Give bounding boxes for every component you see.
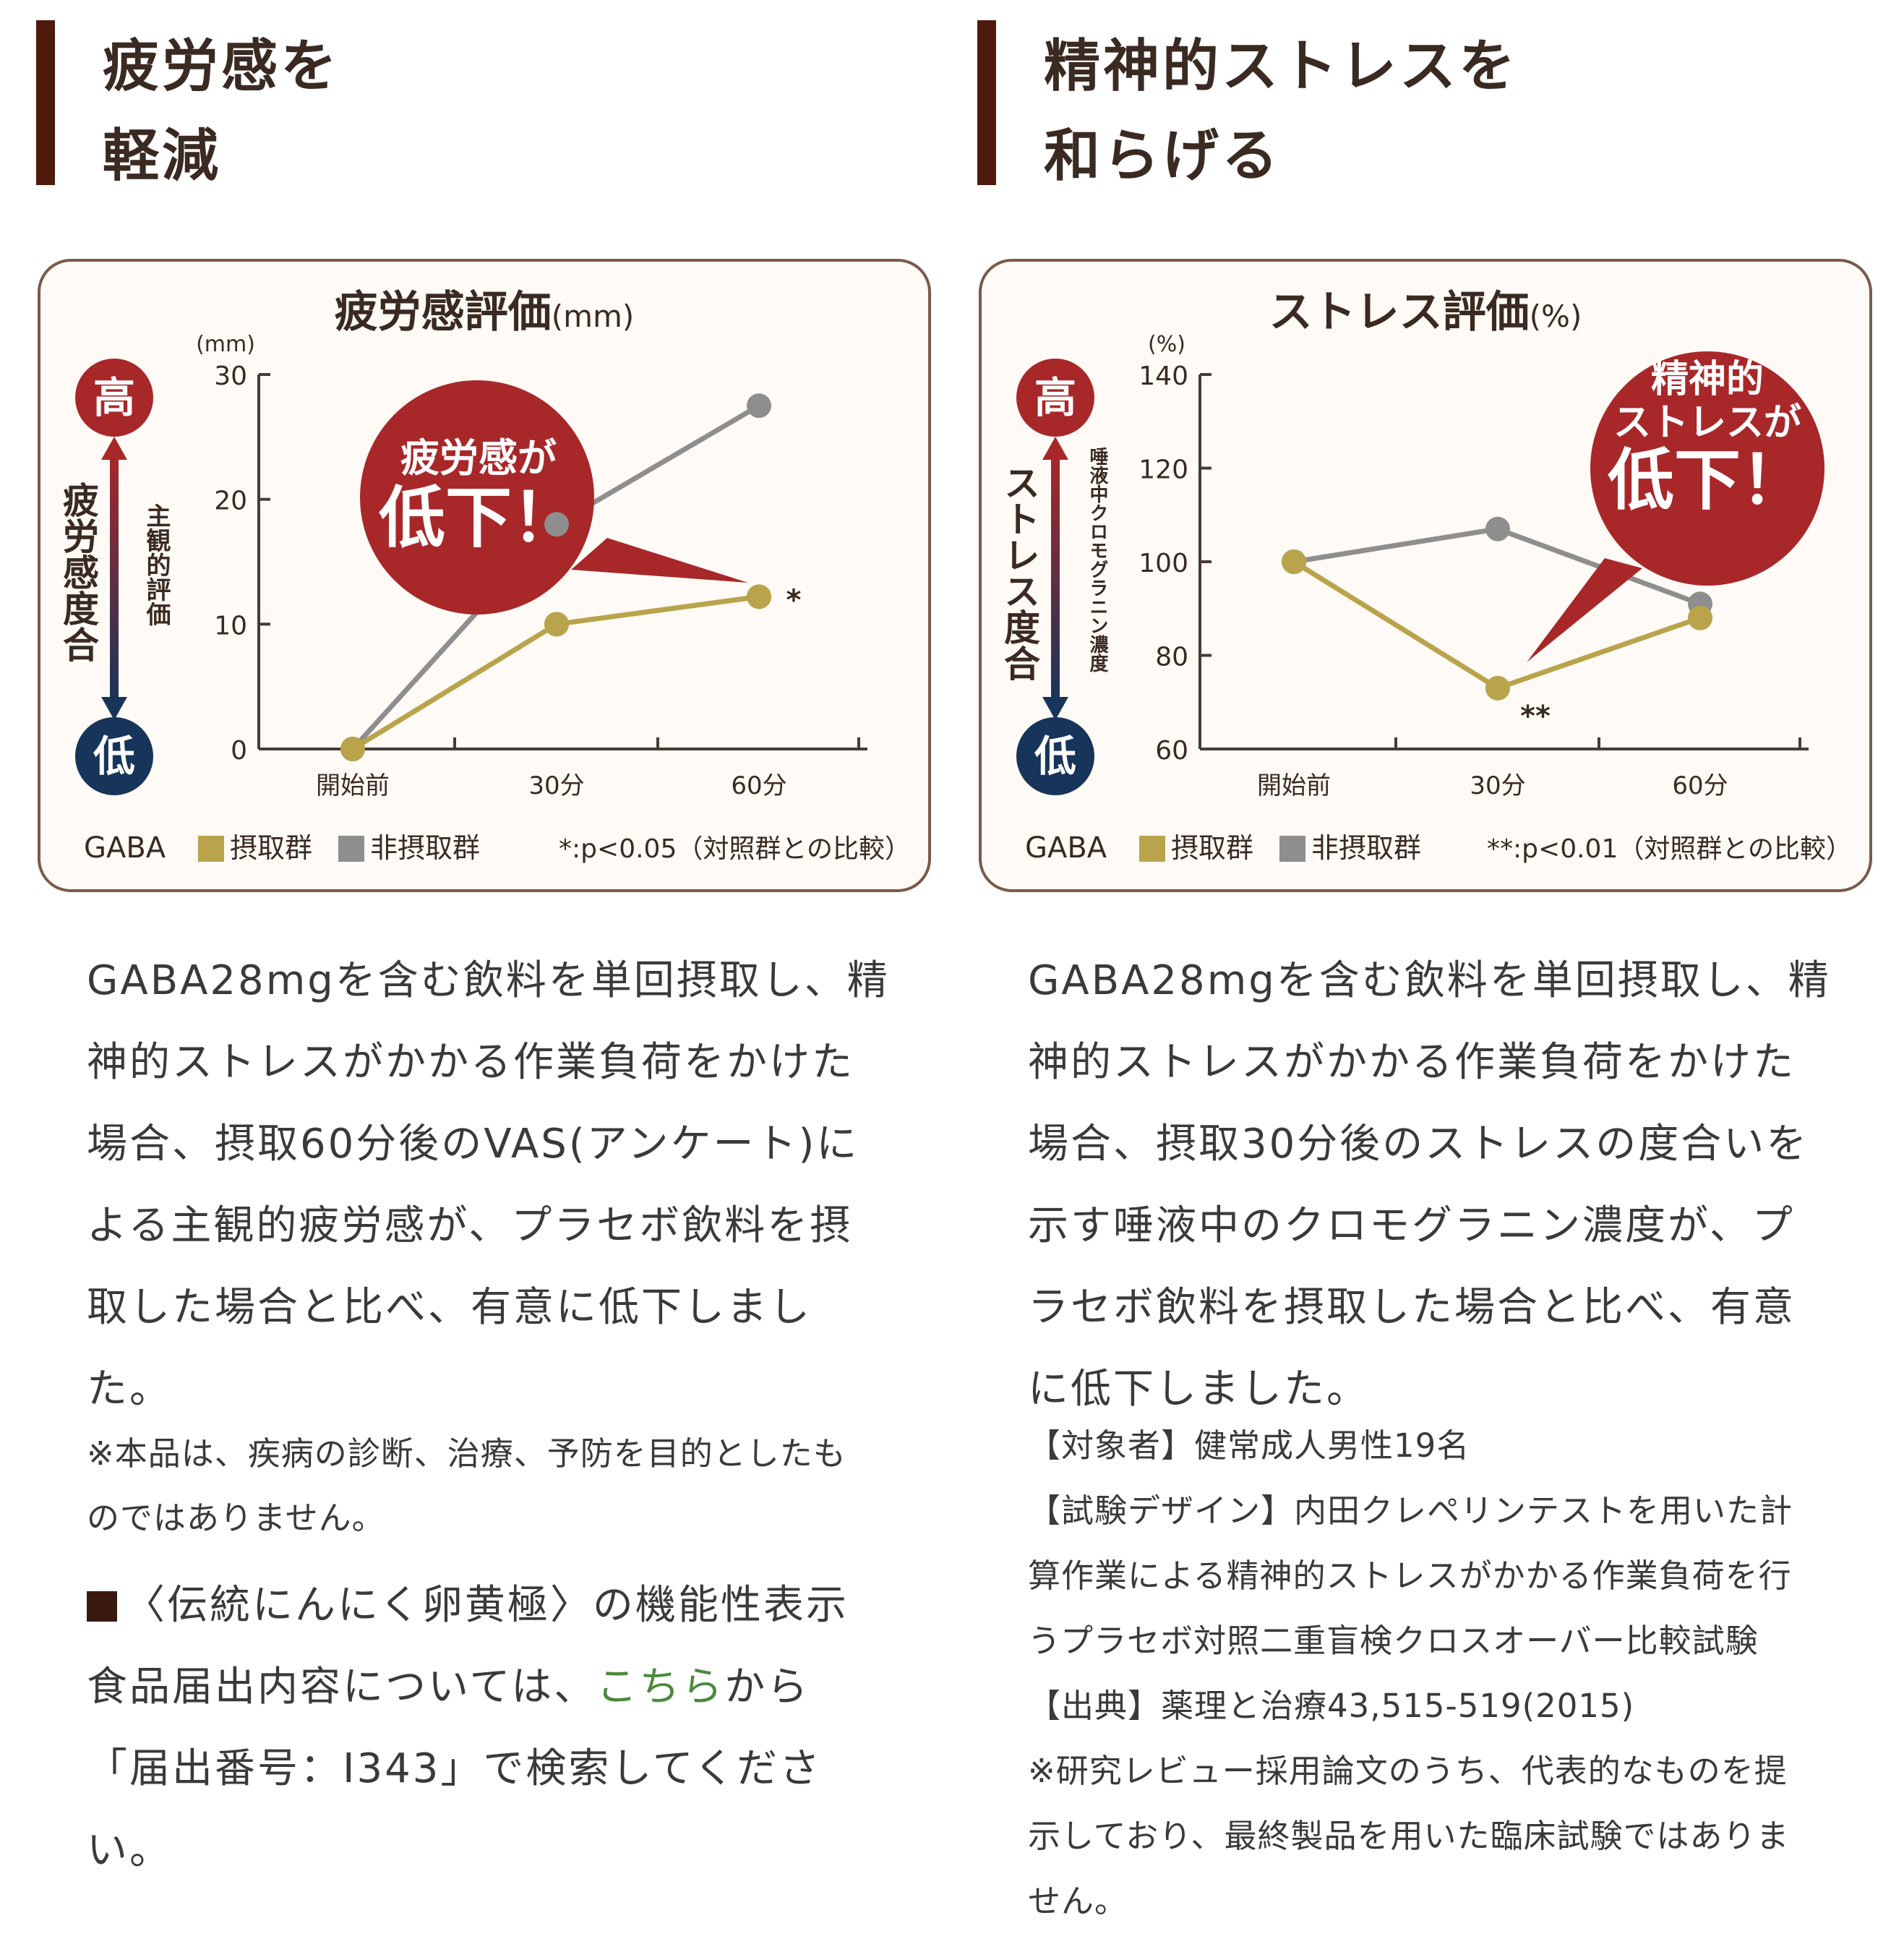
low-badge-label: 低 bbox=[1034, 732, 1076, 781]
data-point-intake bbox=[1282, 549, 1306, 574]
callout-line1: 疲労感が bbox=[400, 435, 557, 481]
ref-source: 【出典】薬理と治療43,515-519(2015) bbox=[1028, 1687, 1635, 1725]
heading-accent-bar bbox=[36, 20, 55, 185]
stress-description: GABA28mgを含む飲料を単回摂取し、精 神的ストレスがかかる作業負荷をかけた… bbox=[1028, 957, 1831, 1413]
legend-label-intake: 摂取群 bbox=[1171, 832, 1253, 864]
low-badge-label: 低 bbox=[93, 732, 135, 781]
notice-line2-post: から bbox=[724, 1664, 810, 1711]
x-tick-label: 開始前 bbox=[1257, 771, 1331, 800]
chart-title: ストレス評価(%) bbox=[1269, 287, 1582, 338]
data-point-intake bbox=[1688, 605, 1712, 630]
callout-line1: 精神的 bbox=[1651, 358, 1764, 401]
stress-chart-svg: ストレス評価(%) (%) 60 80 100 120 140 開始前 30分 60分 高低 ストレス… bbox=[979, 259, 1872, 892]
disclaimer-note: ※本品は、疾病の診断、治療、予防を目的としたも のではありません。 bbox=[87, 1434, 846, 1537]
scale-arrow-shaft bbox=[110, 453, 119, 706]
kochira-link[interactable]: こちら bbox=[596, 1664, 725, 1711]
legend-prefix: GABA bbox=[1025, 831, 1107, 865]
ref-design: 【試験デザイン】内田クレペリンテストを用いた計 算作業による精神的ストレスがかか… bbox=[1028, 1491, 1793, 1660]
x-tick-label: 30分 bbox=[528, 771, 584, 800]
heading-title: 疲労感を 軽減 bbox=[103, 34, 340, 189]
scale-arrow-down-head bbox=[1042, 697, 1068, 720]
x-tick-label: 30分 bbox=[1470, 771, 1525, 800]
legend-swatch-nonintake bbox=[1279, 836, 1305, 862]
x-tick-label: 60分 bbox=[731, 771, 786, 800]
fatigue-chart: 疲労感評価(mm) (mm) 0 10 20 30 開始前 30分 60分 高低 疲労感度合 主観的評… bbox=[36, 257, 932, 894]
callout-bubble bbox=[1590, 351, 1824, 586]
high-badge-label: 高 bbox=[93, 373, 135, 422]
data-point-intake bbox=[1485, 675, 1510, 701]
high-badge-label: 高 bbox=[1034, 373, 1076, 422]
y-tick-label: 0 bbox=[231, 736, 247, 766]
data-point-intake bbox=[340, 737, 365, 761]
callout-bubble bbox=[360, 380, 594, 615]
scale-label-sub: 主観的評価 bbox=[142, 503, 171, 626]
scale-arrow-up-head bbox=[101, 437, 127, 460]
high-badge bbox=[75, 359, 153, 437]
y-tick-label: 20 bbox=[214, 487, 247, 516]
scale-label-main: ストレス度合 bbox=[998, 464, 1040, 681]
reference-info: 【対象者】健常成人男性19名 【試験デザイン】内田クレペリンテストを用いた計 算… bbox=[1028, 1413, 1895, 1934]
data-point-nonintake bbox=[1485, 516, 1510, 541]
notice-line3: 「届出番号：I343」で検索してくださ bbox=[87, 1745, 823, 1792]
scale-arrow-up-head bbox=[1042, 437, 1068, 460]
legend-label-intake: 摂取群 bbox=[230, 832, 312, 864]
fatigue-description: GABA28mgを含む飲料を単回摂取し、精 神的ストレスがかかる作業負荷をかけた… bbox=[87, 957, 890, 1413]
y-tick-label: 80 bbox=[1155, 643, 1188, 672]
y-unit-label: (%) bbox=[1148, 332, 1185, 357]
right-column: 精神的ストレスを 和らげる ストレス評価(%) (%) 60 80 100 120 140 開… bbox=[970, 0, 1895, 1952]
high-badge bbox=[1016, 359, 1094, 437]
data-point-nonintake bbox=[747, 393, 771, 419]
legend-label-nonintake: 非摂取群 bbox=[370, 832, 480, 864]
notice-line1: 〈伝統にんにく卵黄極〉の機能性表示 bbox=[124, 1582, 849, 1629]
square-bullet-icon bbox=[87, 1591, 117, 1622]
callout-line2: 低下！ bbox=[379, 479, 578, 557]
callout-tail bbox=[571, 538, 748, 583]
data-point-nonintake bbox=[544, 512, 569, 537]
legend-swatch-nonintake bbox=[338, 836, 364, 862]
y-tick-label: 60 bbox=[1155, 736, 1188, 766]
scale-label-main: 疲労感度合 bbox=[57, 481, 99, 662]
scale-label-sub: 唾液中クロモグラニン濃度 bbox=[1086, 447, 1108, 673]
heading-accent-bar bbox=[977, 20, 996, 185]
y-unit-label: (mm) bbox=[196, 332, 255, 357]
notice-line2-pre: 食品届出内容については、 bbox=[87, 1664, 597, 1711]
left-column: 疲労感を 軽減 疲労感評価(mm) (mm) 0 10 20 30 開始前 30分 60分高低疲… bbox=[29, 0, 954, 1952]
legend-significance-note: *:p<0.05（対照群との比較） bbox=[559, 834, 911, 864]
legend-swatch-intake bbox=[1139, 836, 1165, 862]
data-point-intake bbox=[747, 584, 771, 609]
y-tick-label: 120 bbox=[1138, 455, 1188, 485]
notice-line4: い。 bbox=[87, 1827, 172, 1874]
callout-line2: 低下！ bbox=[1608, 442, 1807, 519]
callout-tail bbox=[1527, 558, 1642, 662]
ref-note: ※研究レビュー採用論文のうち、代表的なものを提 示しており、最終製品を用いた臨床… bbox=[1028, 1752, 1790, 1920]
x-tick-label: 60分 bbox=[1672, 771, 1728, 800]
section-heading: 精神的ストレスを 和らげる bbox=[970, 20, 1874, 189]
y-tick-label: 140 bbox=[1138, 361, 1188, 391]
section-heading: 疲労感を 軽減 bbox=[29, 20, 932, 189]
legend-swatch-intake bbox=[198, 836, 224, 862]
scale-arrow-shaft bbox=[1051, 453, 1060, 706]
callout-line1b: ストレスが bbox=[1613, 401, 1801, 445]
low-badge bbox=[1016, 717, 1094, 795]
x-tick-label: 開始前 bbox=[316, 771, 390, 800]
fatigue-chart-svg: 疲労感評価(mm) (mm) 0 10 20 30 開始前 30分 60分 高低 疲労感度合 主観的評… bbox=[38, 259, 931, 892]
significance-mark: ** bbox=[1520, 700, 1551, 733]
chart-title: 疲労感評価(mm) bbox=[335, 287, 635, 338]
y-tick-label: 10 bbox=[214, 611, 247, 641]
notification-info: 〈伝統にんにく卵黄極〉の機能性表示 食品届出内容については、こちらから 「届出番… bbox=[87, 1564, 940, 1891]
y-tick-label: 30 bbox=[214, 361, 247, 391]
heading-title: 精神的ストレスを 和らげる bbox=[1044, 34, 1519, 189]
significance-mark: * bbox=[786, 583, 802, 617]
low-badge bbox=[75, 717, 153, 795]
legend-label-nonintake: 非摂取群 bbox=[1311, 832, 1421, 864]
ref-subjects: 【対象者】健常成人男性19名 bbox=[1028, 1426, 1470, 1465]
legend-prefix: GABA bbox=[84, 831, 166, 865]
stress-chart: ストレス評価(%) (%) 60 80 100 120 140 開始前 30分 60分 高低 ストレス… bbox=[977, 257, 1874, 894]
legend-significance-note: **:p<0.01（対照群との比較） bbox=[1487, 834, 1852, 864]
data-point-intake bbox=[544, 612, 569, 637]
y-tick-label: 100 bbox=[1138, 549, 1188, 578]
scale-arrow-down-head bbox=[101, 697, 127, 720]
